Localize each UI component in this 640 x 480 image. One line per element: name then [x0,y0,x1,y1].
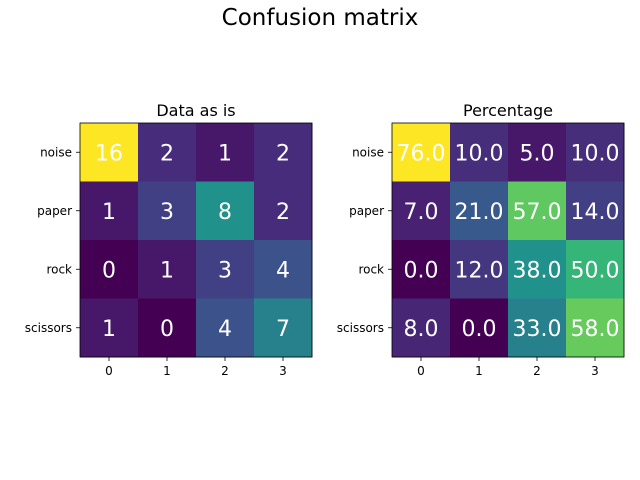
cell-label-r3-c1: 0.0 [462,317,497,342]
y-tick-label-rock: rock [46,262,72,276]
cell-label-r0-c1: 10.0 [455,141,504,166]
heatmap-cell-r3-c2 [196,298,255,358]
heatmap-cell-r0-c0 [392,123,451,182]
cell-label-r3-c2: 33.0 [513,317,562,342]
x-tick-label-1: 1 [475,364,483,378]
y-axis: noise paper rock scissors [25,145,80,335]
cell-label-r2-c2: 3 [218,258,232,283]
heatmap-cell-r1-c1 [450,181,509,241]
heatmap-cell-r2-c2 [196,240,255,299]
heatmap-cells [80,123,313,358]
cell-label-r2-c3: 50.0 [571,258,620,283]
heatmap-cell-labels: 16 2 1 2 1 3 8 2 0 1 3 4 1 0 4 7 [95,141,290,342]
y-axis: noise paper rock scissors [337,145,392,335]
heatmap-cell-r3-c3 [566,298,625,358]
heatmap-cell-r3-c2 [508,298,567,358]
cell-label-r1-c3: 14.0 [571,200,620,225]
x-tick-label-3: 3 [279,364,287,378]
x-tick-label-1: 1 [163,364,171,378]
y-tick-label-noise: noise [352,145,384,159]
heatmap-cell-labels: 76.0 10.0 5.0 10.0 7.0 21.0 57.0 14.0 0.0 12.0 38.… [397,141,620,342]
x-tick-label-3: 3 [591,364,599,378]
y-tick-label-paper: paper [37,204,72,218]
cell-label-r1-c2: 57.0 [513,200,562,225]
cell-label-r0-c2: 1 [218,141,232,166]
y-tick-label-scissors: scissors [25,321,72,335]
cell-label-r3-c1: 0 [160,317,174,342]
cell-label-r3-c0: 8.0 [404,317,439,342]
x-axis: 0 1 2 3 [105,357,287,378]
heatmap-cell-r1-c0 [392,181,451,241]
cell-label-r0-c3: 2 [276,141,290,166]
heatmap-cell-r1-c1 [138,181,197,241]
heatmap-cell-r1-c2 [508,181,567,241]
x-tick-label-2: 2 [533,364,541,378]
heatmap-panel-data-as-is: Data as is 16 2 1 2 1 3 8 2 0 1 3 4 1 0 4 7 noise paper r… [25,101,313,378]
cell-label-r2-c2: 38.0 [513,258,562,283]
axes-frame [391,122,625,358]
panel-title: Data as is [156,101,235,120]
y-tick-label-paper: paper [349,204,384,218]
figure-suptitle: Confusion matrix [221,5,419,31]
x-tick-label-2: 2 [221,364,229,378]
heatmap-cell-r2-c0 [392,240,451,299]
cell-label-r2-c3: 4 [276,258,290,283]
heatmap-cell-r3-c0 [80,298,139,358]
heatmap-cell-r2-c1 [138,240,197,299]
heatmap-cell-r3-c3 [254,298,313,358]
cell-label-r1-c1: 3 [160,200,174,225]
cell-label-r3-c2: 4 [218,317,232,342]
heatmap-cell-r3-c1 [138,298,197,358]
cell-label-r1-c3: 2 [276,200,290,225]
heatmap-cell-r3-c0 [392,298,451,358]
cell-label-r2-c0: 0.0 [404,258,439,283]
heatmap-cell-r0-c0 [80,123,139,182]
y-tick-label-rock: rock [358,262,384,276]
cell-label-r3-c0: 1 [102,317,116,342]
heatmap-cell-r2-c0 [80,240,139,299]
heatmap-cell-r0-c2 [196,123,255,182]
heatmap-cells [392,123,625,358]
heatmap-cell-r0-c1 [450,123,509,182]
heatmap-cell-r0-c2 [508,123,567,182]
cell-label-r2-c0: 0 [102,258,116,283]
y-tick-label-noise: noise [40,145,72,159]
heatmap-cell-r0-c3 [254,123,313,182]
heatmap-cell-r0-c3 [566,123,625,182]
heatmap-panel-percentage: Percentage 76.0 10.0 5.0 10.07.0 21.0 57.0 14.… [337,101,625,378]
cell-label-r3-c3: 7 [276,317,290,342]
cell-label-r1-c1: 21.0 [455,200,504,225]
cell-label-r1-c0: 7.0 [404,200,439,225]
x-tick-label-0: 0 [105,364,113,378]
cell-label-r1-c0: 1 [102,200,116,225]
heatmap-cell-r2-c2 [508,240,567,299]
heatmap-cell-r1-c3 [566,181,625,241]
heatmap-cell-r2-c3 [254,240,313,299]
cell-label-r0-c0: 16 [95,141,123,166]
cell-label-r0-c2: 5.0 [520,141,555,166]
heatmap-cell-r1-c0 [80,181,139,241]
y-tick-label-scissors: scissors [337,321,384,335]
cell-label-r0-c1: 2 [160,141,174,166]
heatmap-cell-r1-c2 [196,181,255,241]
x-tick-label-0: 0 [417,364,425,378]
cell-label-r2-c1: 1 [160,258,174,283]
cell-label-r1-c2: 8 [218,200,232,225]
heatmap-cell-r2-c3 [566,240,625,299]
cell-label-r0-c0: 76.0 [397,141,446,166]
cell-label-r3-c3: 58.0 [571,317,620,342]
heatmap-cell-r1-c3 [254,181,313,241]
axes-frame [79,122,313,358]
panel-title: Percentage [463,101,553,120]
heatmap-cell-r2-c1 [450,240,509,299]
cell-label-r2-c1: 12.0 [455,258,504,283]
cell-label-r0-c3: 10.0 [571,141,620,166]
heatmap-cell-r3-c1 [450,298,509,358]
x-axis: 0 1 2 3 [417,357,599,378]
heatmap-cell-r0-c1 [138,123,197,182]
